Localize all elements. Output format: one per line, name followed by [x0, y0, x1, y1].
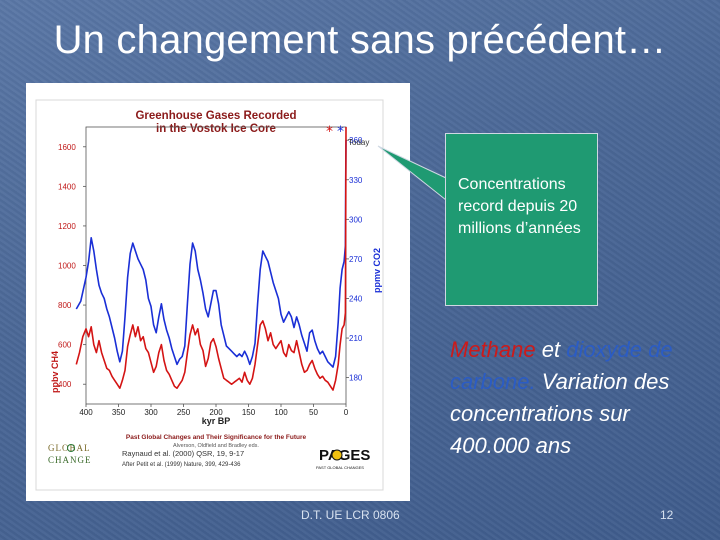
y-left-tick-label: 1600	[58, 143, 76, 152]
caption-co2: dioxyde de carbone.	[450, 337, 673, 394]
y-right-tick-label: 360	[349, 136, 363, 145]
svg-text:PAGES: PAGES	[319, 447, 370, 464]
x-tick-label: 150	[242, 408, 256, 417]
x-tick-label: 350	[112, 408, 126, 417]
series-line-co2	[75, 140, 347, 368]
y-left-tick-label: 800	[58, 301, 72, 310]
credit-editors: Alverson, Oldfield and Bradley eds.	[173, 443, 259, 449]
credit-petit: After Petit et al. (1999) Nature, 399, 4…	[122, 462, 241, 468]
y-axis-label-ch4: ppbv CH4	[50, 351, 60, 393]
y-left-tick-label: 1400	[58, 182, 76, 191]
today-marker-co2: *	[337, 124, 344, 140]
caption-rest: Variation des concentrations sur 400.000…	[450, 369, 670, 458]
x-tick-label: 300	[144, 408, 158, 417]
y-left-tick-label: 1200	[58, 222, 76, 231]
slide-title: Un changement sans précédent…	[53, 18, 667, 62]
vostok-chart: Greenhouse Gases Recorded in the Vostok …	[35, 99, 384, 491]
x-tick-label: 0	[344, 408, 349, 417]
page-number: 12	[660, 508, 674, 522]
x-tick-label: 400	[79, 408, 93, 417]
x-tick-label: 100	[274, 408, 288, 417]
callout-text: Concentrations record depuis 20 millions…	[458, 176, 581, 237]
y-right-tick-label: 300	[349, 215, 363, 224]
caption-methane: Methane	[450, 337, 536, 362]
chart-title-line-2: in the Vostok Ice Core	[156, 123, 276, 135]
today-marker-ch4: *	[326, 124, 333, 140]
y-right-tick-label: 210	[349, 334, 363, 343]
credit-raynaud: Raynaud et al. (2000) QSR, 19, 9-17	[122, 449, 244, 458]
figure-frame	[35, 99, 384, 491]
x-axis-label: kyr BP	[202, 416, 231, 426]
y-right-tick-label: 240	[349, 294, 363, 303]
record-callout: Concentrations record depuis 20 millions…	[445, 133, 598, 306]
y-right-tick-label: 270	[349, 255, 363, 264]
today-label: Today	[348, 138, 369, 147]
svg-text:PAST GLOBAL CHANGES: PAST GLOBAL CHANGES	[316, 465, 364, 470]
y-left-tick-label: 600	[58, 341, 72, 350]
x-tick-label: 50	[309, 408, 318, 417]
vostok-figure: Greenhouse Gases Recorded in the Vostok …	[26, 83, 410, 501]
svg-text:GLOBAL: GLOBAL	[48, 443, 91, 453]
y-axis-label-co2: ppmv CO2	[372, 248, 382, 293]
caption-et: et	[535, 337, 567, 362]
y-right-tick-label: 180	[349, 374, 363, 383]
chart-title-line-1: Greenhouse Gases Recorded	[135, 110, 296, 122]
series-line-ch4	[75, 126, 347, 391]
chart-caption: Methane et dioxyde de carbone. Variation…	[450, 334, 710, 462]
svg-text:CHANGE: CHANGE	[48, 455, 92, 465]
x-tick-label: 200	[209, 408, 223, 417]
pages-logo: PAGES PAST GLOBAL CHANGES	[316, 447, 370, 470]
y-left-tick-label: 1000	[58, 262, 76, 271]
x-tick-label: 250	[177, 408, 191, 417]
y-right-tick-label: 330	[349, 176, 363, 185]
global-change-logo: GLOBAL CHANGE	[48, 443, 92, 465]
y-left-tick-label: 400	[58, 380, 72, 389]
footer-course-code: D.T. UE LCR 0806	[301, 508, 400, 522]
credit-title: Past Global Changes and Their Significan…	[126, 434, 307, 441]
